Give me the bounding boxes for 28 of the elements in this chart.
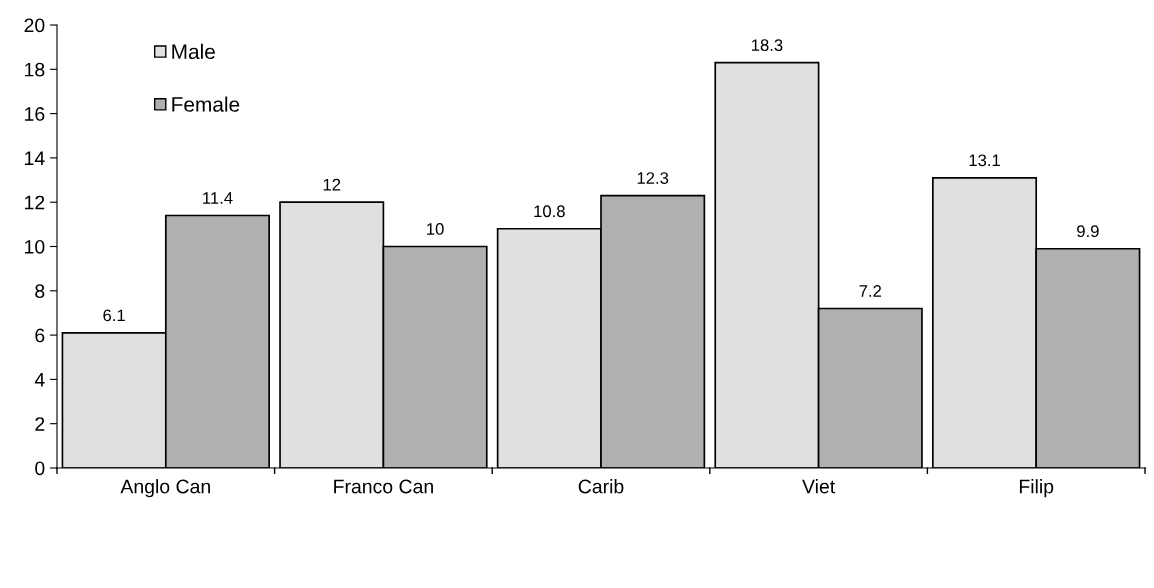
- y-tick-label: 0: [35, 461, 45, 476]
- x-tick-label: Franco Can: [334, 479, 433, 494]
- x-tick-label: Anglo Can: [120, 479, 210, 498]
- legend-label: Female: [172, 96, 240, 112]
- y-tick-label: 14: [25, 151, 45, 165]
- x-tick-label: Carib: [578, 479, 624, 494]
- legend-label: Male: [172, 43, 215, 60]
- data-label: 12: [323, 178, 341, 191]
- data-label: 7.2: [859, 285, 882, 297]
- y-tick-label: 4: [34, 373, 45, 387]
- data-label: 10: [427, 223, 444, 235]
- x-tick-label: Filip: [1019, 479, 1054, 498]
- data-label: 11.4: [203, 192, 233, 204]
- y-tick-label: 20: [24, 18, 45, 33]
- x-tick-label: Viet: [802, 479, 836, 494]
- y-tick-label: 18: [25, 62, 45, 77]
- y-tick-label: 12: [25, 195, 45, 210]
- data-label: 18.3: [751, 39, 783, 52]
- y-tick-label: 8: [35, 284, 45, 299]
- data-label: 6.1: [103, 309, 125, 322]
- y-tick-label: 10: [25, 239, 45, 254]
- y-tick-label: 16: [25, 107, 45, 121]
- data-label: 10.8: [534, 205, 565, 218]
- data-label: 12.3: [637, 172, 669, 184]
- data-label: 9.9: [1077, 225, 1099, 238]
- data-label: 13.1: [969, 154, 1000, 167]
- y-tick-label: 6: [35, 328, 45, 343]
- y-tick-label: 2: [35, 417, 45, 431]
